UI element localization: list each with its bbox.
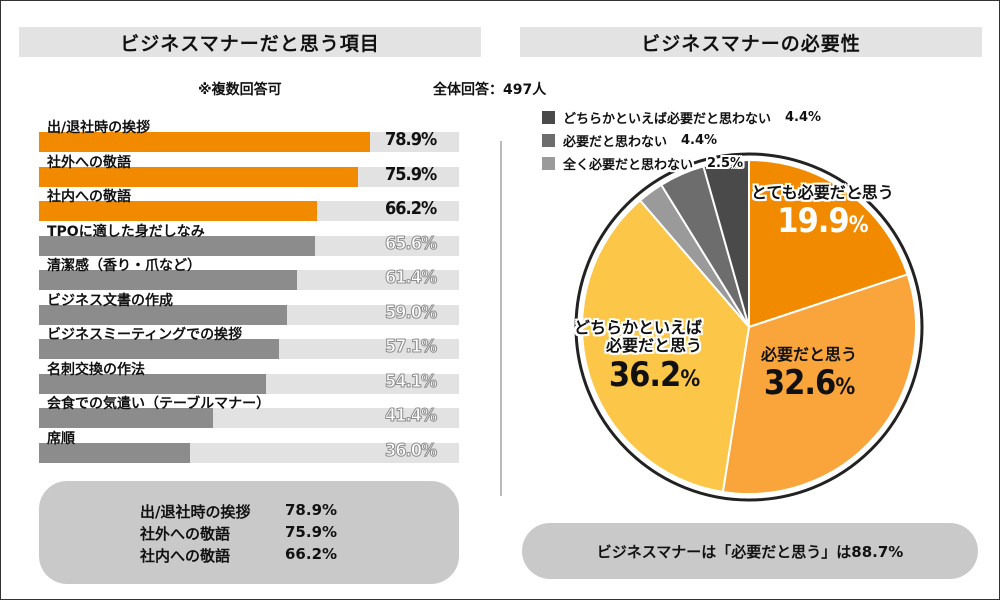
top3-summary: 出/退社時の挨拶 78.9% 社外への敬語 75.9% 社内への敬語 66.2%	[39, 481, 459, 584]
bar-category-label: 名刺交換の作法	[47, 361, 145, 378]
bar-value-label: 66.2%	[385, 198, 437, 219]
bar-value-label: 61.4%	[384, 267, 437, 289]
bar	[39, 339, 279, 359]
bar-track	[39, 270, 459, 290]
summary-line-1: 出/退社時の挨拶 78.9%	[140, 501, 337, 522]
bar	[39, 442, 191, 463]
legend-swatch	[542, 111, 555, 124]
legend-item: 全く必要だと思わない 2.5%	[542, 154, 743, 173]
summary-value: 75.9%	[285, 523, 338, 541]
bar-row: TPOに適した身だしなみ 65.6%	[39, 221, 459, 257]
bar	[39, 408, 213, 428]
bar-track	[39, 373, 459, 394]
bar-category-label: 清潔感（香り・爪など）	[47, 258, 201, 274]
legend-label: 全く必要だと思わない	[563, 158, 694, 173]
bar-track	[39, 339, 459, 359]
bar-row: 名刺交換の作法 54.1%	[39, 359, 459, 395]
bar-value-label: 54.1%	[384, 370, 437, 392]
legend-label: 必要だと思わない	[563, 135, 668, 150]
bar-value-label: 41.4%	[384, 405, 437, 427]
pie-slice	[581, 198, 751, 494]
bar-category-label: ビジネスミーティングでの挨拶	[47, 327, 243, 343]
pie-slice	[702, 158, 750, 328]
bar-row: 会食での気遣い（テーブルマナー） 41.4%	[39, 393, 459, 429]
bar	[39, 132, 371, 152]
bar-track	[39, 235, 459, 256]
bar-category-label: 社内への敬語	[47, 189, 131, 205]
bar	[39, 235, 315, 256]
bar-value-label: 59.0%	[384, 301, 437, 323]
slice-name-line2: 必要だと思う	[606, 336, 703, 356]
slice-name: 必要だと思う	[761, 345, 858, 364]
slice-label-very-necessary: とても必要だと思う 19.9%	[751, 183, 894, 242]
bar-track	[39, 408, 459, 428]
pie-chart-title: ビジネスマナーの必要性	[520, 27, 982, 57]
bar-row: 清潔感（香り・爪など） 61.4%	[39, 255, 459, 291]
necessity-summary: ビジネスマナーは「必要だと思う」は88.7%	[522, 523, 978, 579]
summary-line-2: 社外への敬語 75.9%	[140, 523, 337, 544]
bar-track	[39, 442, 459, 463]
bar-category-label: 社外への敬語	[47, 154, 131, 171]
panel-divider	[500, 141, 502, 496]
bar-category-label: 会食での気遣い（テーブルマナー）	[47, 396, 271, 412]
multiple-answer-note: ※複数回答可	[198, 82, 282, 98]
bar-row: ビジネスミーティングでの挨拶 57.1%	[39, 324, 459, 360]
summary-line-3: 社内への敬語 66.2%	[140, 545, 337, 566]
bar-category-label: ビジネス文書の作成	[47, 292, 173, 309]
slice-label-necessary: 必要だと思う 32.6%	[761, 345, 858, 404]
legend-value: 2.5%	[707, 156, 744, 171]
slice-value: 32.6%	[763, 363, 855, 404]
slice-label-somewhat-necessary: どちらかといえば 必要だと思う 36.2%	[566, 318, 703, 395]
bar	[39, 304, 287, 325]
summary-label: 出/退社時の挨拶	[140, 503, 251, 521]
summary-label: 社内への敬語	[140, 547, 231, 565]
bar	[39, 270, 297, 290]
legend-value: 4.4%	[785, 110, 822, 125]
bar-track	[39, 132, 459, 152]
slice-name-line1: どちらかといえば	[574, 318, 703, 337]
bar-value-label: 78.9%	[385, 129, 437, 150]
legend-value: 4.4%	[681, 133, 718, 148]
bar-category-label: 席順	[47, 430, 75, 447]
bar-value-label: 36.0%	[384, 439, 437, 461]
slice-value: 19.9%	[777, 201, 868, 242]
summary-value: 66.2%	[285, 545, 338, 563]
total-respondents-note: 全体回答：497人	[433, 82, 547, 98]
bar-row: 席順 36.0%	[39, 428, 459, 464]
bar-track	[39, 201, 459, 221]
bar-category-label: TPOに適した身だしなみ	[47, 223, 205, 240]
bar-track	[39, 166, 459, 187]
bar-value-label: 57.1%	[384, 336, 437, 358]
legend-item: どちらかといえば必要だと思わない 4.4%	[542, 108, 821, 127]
bar-chart-title: ビジネスマナーだと思う項目	[19, 27, 481, 57]
bar-value-label: 75.9%	[385, 163, 437, 185]
bar-value-label: 65.6%	[384, 232, 437, 254]
bar-row: 社外への敬語 75.9%	[39, 152, 459, 188]
bar-row: 出/退社時の挨拶 78.9%	[39, 117, 459, 153]
legend-label: どちらかといえば必要だと思わない	[563, 112, 772, 127]
legend-swatch	[542, 134, 555, 147]
pie-slice	[721, 273, 917, 495]
legend-swatch	[542, 157, 555, 170]
bar	[39, 373, 267, 394]
slice-value: 36.2%	[608, 354, 700, 395]
summary-value: 78.9%	[285, 501, 338, 519]
bar	[39, 201, 318, 221]
slice-name: とても必要だと思う	[751, 183, 894, 202]
bar	[39, 166, 358, 187]
bar-row: 社内への敬語 66.2%	[39, 186, 459, 222]
legend-item: 必要だと思わない 4.4%	[542, 131, 717, 150]
bar-row: ビジネス文書の作成 59.0%	[39, 290, 459, 326]
bar-track	[39, 304, 459, 325]
bar-category-label: 出/退社時の挨拶	[47, 120, 151, 136]
summary-label: 社外への敬語	[140, 525, 231, 543]
pie-slice	[748, 158, 909, 329]
